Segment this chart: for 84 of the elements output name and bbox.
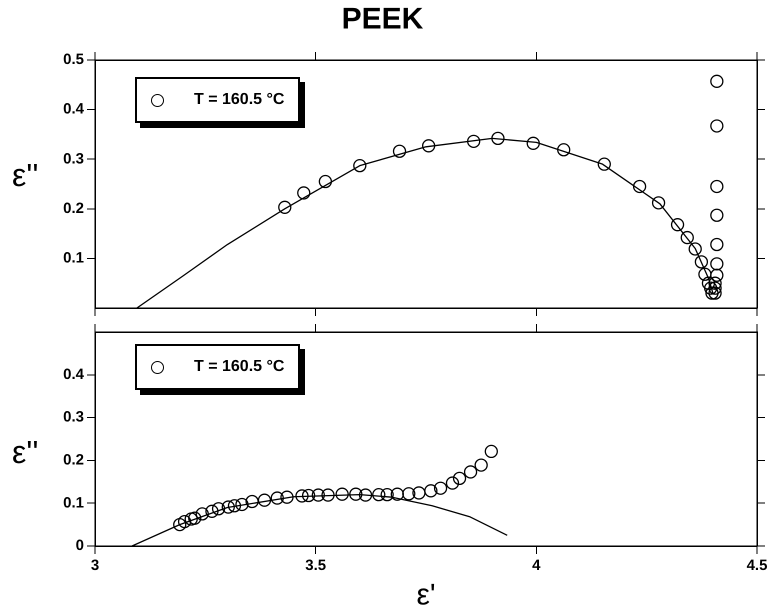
point <box>708 282 722 295</box>
point <box>178 514 192 528</box>
legend-label: T = 160.5 °C <box>194 91 284 109</box>
point <box>434 482 448 495</box>
point <box>710 119 724 133</box>
point <box>702 276 716 290</box>
point <box>710 74 724 88</box>
legend-label: T = 160.5 °C <box>194 358 284 376</box>
point <box>484 444 498 458</box>
point <box>557 143 570 156</box>
point <box>280 490 294 504</box>
point <box>424 484 438 498</box>
point <box>235 498 249 512</box>
point <box>258 494 272 507</box>
y-axis-title: ε'' <box>12 434 38 472</box>
y-tick-label: 0.1 <box>63 494 84 512</box>
point <box>710 208 724 222</box>
x-tick-label: 3 <box>90 557 100 574</box>
x-tick-label: 4 <box>532 557 542 574</box>
point <box>491 132 505 146</box>
y-tick-label: 0 <box>76 537 84 554</box>
point <box>526 136 540 150</box>
point <box>302 488 316 502</box>
point <box>708 276 722 290</box>
point <box>710 257 724 271</box>
point <box>688 242 702 256</box>
point <box>196 507 209 521</box>
point <box>694 255 708 269</box>
x-tick-label: 3.5 <box>305 557 326 574</box>
point <box>710 180 724 194</box>
point <box>278 200 292 214</box>
point <box>474 458 488 472</box>
point <box>704 282 718 295</box>
point <box>184 512 198 526</box>
point <box>358 488 372 502</box>
y-tick-label: 0.2 <box>63 200 84 217</box>
point <box>422 139 436 152</box>
point <box>173 518 186 532</box>
y-tick-label: 0.3 <box>63 150 84 168</box>
point <box>390 488 404 501</box>
point <box>349 488 362 501</box>
y-tick-label: 0.2 <box>63 452 84 469</box>
point <box>710 238 724 252</box>
point <box>708 286 722 300</box>
point <box>188 512 202 525</box>
point <box>212 502 226 516</box>
point <box>402 487 416 500</box>
point <box>452 472 466 486</box>
point <box>228 499 242 512</box>
y-tick-label: 0.4 <box>63 100 85 118</box>
x-tick-label: 4.5 <box>746 557 768 574</box>
point <box>446 476 460 490</box>
point <box>335 488 349 501</box>
point <box>464 465 478 479</box>
point <box>652 196 666 210</box>
point <box>297 186 310 200</box>
point <box>372 488 386 502</box>
point <box>670 218 684 232</box>
point <box>245 494 259 508</box>
point <box>295 489 309 503</box>
point <box>392 144 406 158</box>
x-axis-title: ε' <box>416 578 436 612</box>
point <box>710 268 724 282</box>
point <box>270 491 284 505</box>
point <box>318 174 332 188</box>
y-tick-label: 0.4 <box>63 366 85 383</box>
point <box>312 488 325 502</box>
point <box>467 134 480 148</box>
chart-title: PEEK <box>342 2 424 36</box>
y-tick-label: 0.3 <box>63 408 84 426</box>
point <box>698 268 712 281</box>
y-tick-label: 0.1 <box>63 250 84 267</box>
point <box>598 158 611 171</box>
point <box>680 230 694 244</box>
point <box>321 488 335 502</box>
point <box>705 286 719 300</box>
point <box>412 486 426 500</box>
y-tick-label: 0.5 <box>63 51 84 68</box>
point <box>380 488 394 502</box>
point <box>632 180 646 194</box>
point <box>222 500 235 514</box>
point <box>205 504 219 518</box>
point <box>353 159 366 172</box>
y-axis-title: ε'' <box>12 156 38 194</box>
